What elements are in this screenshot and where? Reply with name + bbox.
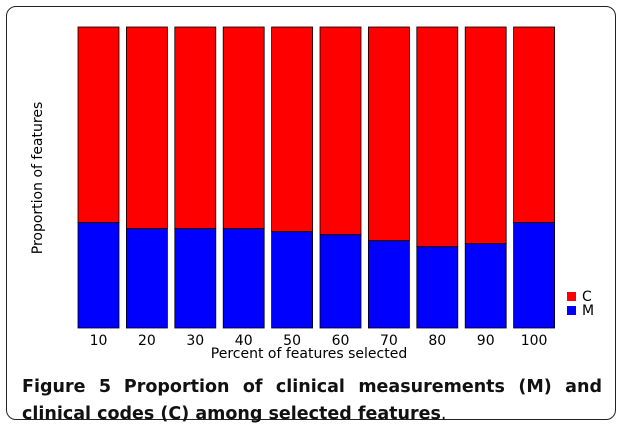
caption-label: Figure 5 xyxy=(22,377,112,397)
x-tick-label: 100 xyxy=(521,333,548,349)
bar-M-70 xyxy=(367,240,410,329)
y-axis-label: Proportion of features xyxy=(30,102,46,254)
legend: CM xyxy=(567,289,594,319)
figure-caption: Figure 5 Proportion of clinical measurem… xyxy=(22,374,602,428)
x-tick-labels: 10 20 30 40 50 60 70 80 90 100 xyxy=(90,333,548,349)
x-tick-label: 60 xyxy=(332,333,350,349)
bar-M-10 xyxy=(77,222,120,329)
caption-bold-text: Proportion of clinical measurements (M) … xyxy=(22,377,602,424)
bar-C-10 xyxy=(77,26,120,224)
bar-M-100 xyxy=(513,222,555,329)
x-tick-label: 30 xyxy=(186,333,204,349)
bar-C-30 xyxy=(174,26,217,230)
x-tick-label: 80 xyxy=(428,333,446,349)
bar-C-50 xyxy=(271,26,314,233)
bar-M-50 xyxy=(271,231,314,329)
bar-M-90 xyxy=(464,243,507,329)
x-tick-label: 10 xyxy=(90,333,108,349)
bar-C-80 xyxy=(416,26,459,248)
caption-end: . xyxy=(440,404,447,424)
x-tick-label: 90 xyxy=(477,333,495,349)
x-tick-label: 40 xyxy=(235,333,253,349)
bar-C-60 xyxy=(319,26,362,236)
bar-M-40 xyxy=(222,228,265,329)
x-tick-label: 50 xyxy=(283,333,301,349)
bar-C-100 xyxy=(513,26,555,224)
legend-label-C: C xyxy=(582,289,592,305)
bars-group xyxy=(77,26,555,329)
legend-label-M: M xyxy=(582,303,594,319)
x-tick-label: 20 xyxy=(138,333,156,349)
bar-M-20 xyxy=(126,228,168,329)
bar-C-20 xyxy=(126,26,168,230)
bar-M-80 xyxy=(416,246,459,329)
stacked-bar-chart: 10 20 30 40 50 60 70 80 90 100 Percent of feature… xyxy=(30,26,594,362)
legend-swatch-M xyxy=(567,306,576,315)
bar-M-30 xyxy=(174,228,217,329)
x-tick-label: 70 xyxy=(380,333,398,349)
bar-M-60 xyxy=(319,234,362,329)
bar-C-90 xyxy=(464,26,507,245)
bar-C-40 xyxy=(222,26,265,230)
legend-swatch-C xyxy=(567,292,576,301)
x-axis-label: Percent of features selected xyxy=(211,346,407,362)
bar-C-70 xyxy=(367,26,410,242)
